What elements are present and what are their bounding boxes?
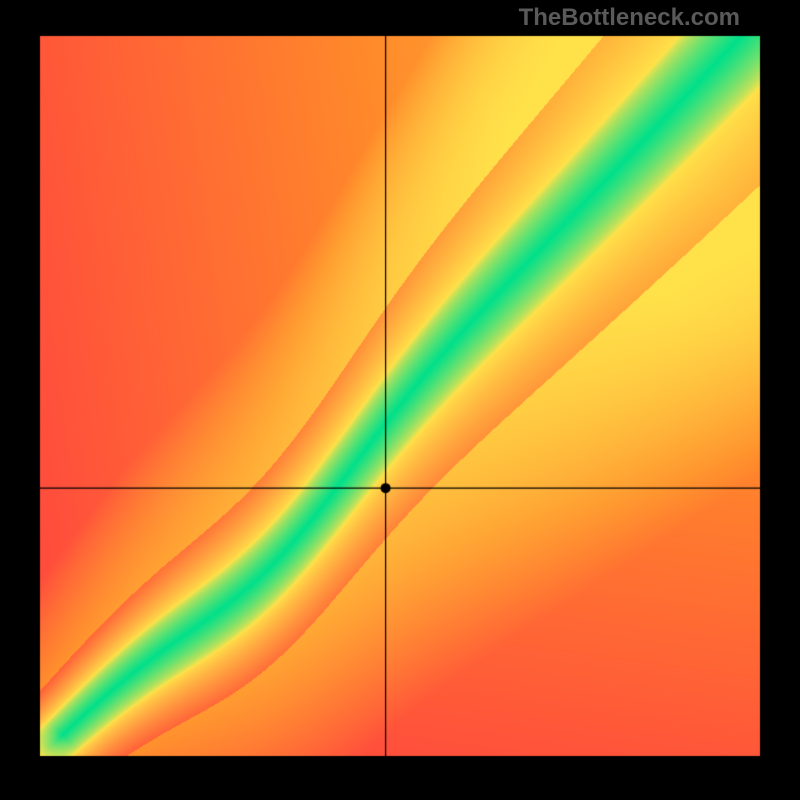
bottleneck-heatmap xyxy=(0,0,800,800)
watermark-text: TheBottleneck.com xyxy=(519,4,740,32)
chart-container: TheBottleneck.com xyxy=(0,0,800,800)
